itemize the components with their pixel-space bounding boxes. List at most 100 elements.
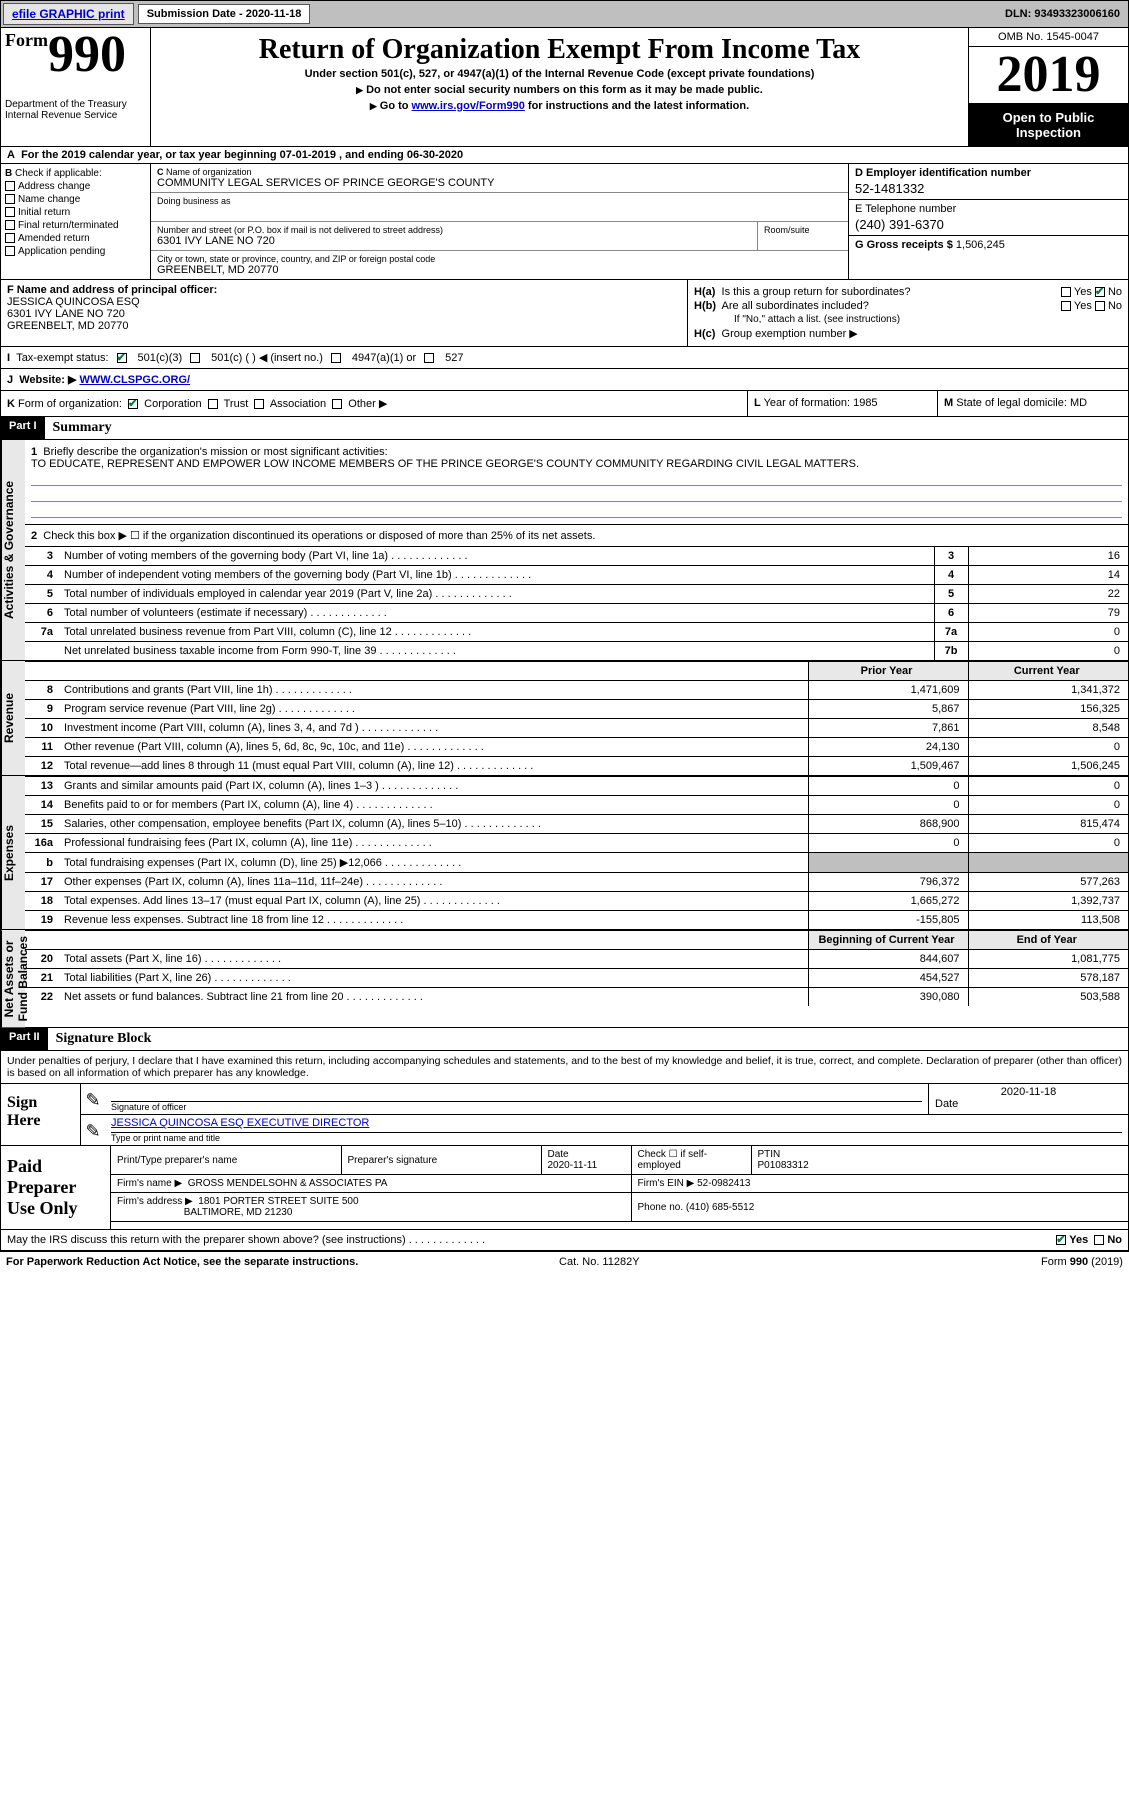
form-number: 990 [48, 26, 126, 83]
fgh-row: F Name and address of principal officer:… [0, 280, 1129, 347]
revenue-table: Prior YearCurrent Year8Contributions and… [25, 661, 1128, 775]
trust-checkbox[interactable] [208, 399, 218, 409]
tax-exempt-status: I Tax-exempt status: 501(c)(3) 501(c) ( … [0, 347, 1129, 369]
table-row: 8Contributions and grants (Part VIII, li… [25, 681, 1128, 700]
header-right: OMB No. 1545-0047 2019 Open to Public In… [968, 28, 1128, 146]
501c-checkbox[interactable] [190, 353, 200, 363]
name-change-checkbox[interactable] [5, 194, 15, 204]
self-employed-check[interactable]: Check ☐ if self-employed [631, 1146, 751, 1175]
vtab-expenses: Expenses [1, 776, 25, 929]
part-2-title: Signature Block [48, 1028, 160, 1050]
firm-ein: 52-0982413 [697, 1178, 750, 1189]
net-assets-section: Net Assets or Fund Balances Beginning of… [0, 930, 1129, 1028]
cat-no: Cat. No. 11282Y [559, 1256, 640, 1268]
4947-checkbox[interactable] [331, 353, 341, 363]
tax-year-range: A For the 2019 calendar year, or tax yea… [0, 147, 1129, 163]
table-row: 17Other expenses (Part IX, column (A), l… [25, 873, 1128, 892]
hb-yes-checkbox[interactable] [1061, 301, 1071, 311]
activities-governance-section: Activities & Governance 1 Briefly descri… [0, 440, 1129, 661]
application-pending-checkbox[interactable] [5, 246, 15, 256]
website-row: J Website: ▶ WWW.CLSPGC.ORG/ [0, 369, 1129, 391]
table-row: 19Revenue less expenses. Subtract line 1… [25, 911, 1128, 930]
org-city: GREENBELT, MD 20770 [157, 264, 842, 276]
gross-receipts: 1,506,245 [956, 239, 1005, 251]
initial-return-checkbox[interactable] [5, 207, 15, 217]
assoc-checkbox[interactable] [254, 399, 264, 409]
527-checkbox[interactable] [424, 353, 434, 363]
submission-date: Submission Date - 2020-11-18 [138, 4, 311, 24]
table-row: 12Total revenue—add lines 8 through 11 (… [25, 757, 1128, 776]
room-suite-label: Room/suite [758, 222, 848, 250]
table-row: Net unrelated business taxable income fr… [25, 642, 1128, 661]
ha-no-checkbox[interactable] [1095, 287, 1105, 297]
top-toolbar: efile GRAPHIC print Submission Date - 20… [0, 0, 1129, 28]
501c3-checkbox[interactable] [117, 353, 127, 363]
ein-value: 52-1481332 [855, 181, 1122, 196]
group-return: H(a) Is this a group return for subordin… [688, 280, 1128, 346]
address-change-checkbox[interactable] [5, 181, 15, 191]
signature-intro: Under penalties of perjury, I declare th… [0, 1051, 1129, 1084]
omb-number: OMB No. 1545-0047 [969, 28, 1128, 47]
footer: For Paperwork Reduction Act Notice, see … [0, 1251, 1129, 1272]
table-row: 15Salaries, other compensation, employee… [25, 815, 1128, 834]
efile-print-link[interactable]: efile GRAPHIC print [3, 3, 134, 25]
discuss-yes-checkbox[interactable] [1056, 1235, 1066, 1245]
hb-no-checkbox[interactable] [1095, 301, 1105, 311]
pen-icon: ✎ [81, 1084, 105, 1114]
table-row: 21Total liabilities (Part X, line 26)454… [25, 969, 1128, 988]
sign-here-block: Sign Here ✎ Signature of officer 2020-11… [0, 1084, 1129, 1146]
discontinued-text: Check this box ▶ ☐ if the organization d… [43, 530, 595, 542]
table-row: 9Program service revenue (Part VIII, lin… [25, 700, 1128, 719]
return-subtitle: Under section 501(c), 527, or 4947(a)(1)… [161, 68, 958, 80]
vtab-revenue: Revenue [1, 661, 25, 775]
firm-name: GROSS MENDELSOHN & ASSOCIATES PA [188, 1178, 388, 1189]
table-row: 5Total number of individuals employed in… [25, 585, 1128, 604]
irs-link[interactable]: www.irs.gov/Form990 [412, 100, 525, 112]
mission-text: TO EDUCATE, REPRESENT AND EMPOWER LOW IN… [31, 458, 859, 470]
info-grid: B Check if applicable: Address change Na… [0, 163, 1129, 280]
table-row: bTotal fundraising expenses (Part IX, co… [25, 853, 1128, 873]
header-left: Form990 Department of the Treasury Inter… [1, 28, 151, 146]
part-1-title: Summary [45, 417, 120, 439]
mission-block: 1 Briefly describe the organization's mi… [25, 440, 1128, 524]
ag-table: 3Number of voting members of the governi… [25, 546, 1128, 660]
phone-value: (240) 391-6370 [855, 217, 1122, 232]
officer-name-link[interactable]: JESSICA QUINCOSA ESQ EXECUTIVE DIRECTOR [111, 1117, 369, 1129]
amended-return-checkbox[interactable] [5, 233, 15, 243]
vtab-activities: Activities & Governance [1, 440, 25, 660]
principal-officer: F Name and address of principal officer:… [1, 280, 688, 346]
table-row: 16aProfessional fundraising fees (Part I… [25, 834, 1128, 853]
ha-yes-checkbox[interactable] [1061, 287, 1071, 297]
table-row: 10Investment income (Part VIII, column (… [25, 719, 1128, 738]
table-row: 3Number of voting members of the governi… [25, 547, 1128, 566]
check-if-applicable: B Check if applicable: Address change Na… [1, 164, 151, 279]
table-row: 6Total number of volunteers (estimate if… [25, 604, 1128, 623]
year-formation: 1985 [853, 397, 877, 409]
revenue-section: Revenue Prior YearCurrent Year8Contribut… [0, 661, 1129, 776]
form-word: Form [5, 30, 48, 50]
preparer-date: 2020-11-11 [548, 1160, 598, 1171]
website-link[interactable]: WWW.CLSPGC.ORG/ [79, 374, 190, 386]
ein-label: D Employer identification number [855, 167, 1031, 179]
paperwork-notice: For Paperwork Reduction Act Notice, see … [6, 1256, 358, 1268]
discuss-no-checkbox[interactable] [1094, 1235, 1104, 1245]
phone-label: E Telephone number [855, 203, 1122, 215]
firm-phone: (410) 685-5512 [686, 1202, 754, 1213]
org-name: COMMUNITY LEGAL SERVICES OF PRINCE GEORG… [157, 177, 842, 189]
corp-checkbox[interactable] [128, 399, 138, 409]
part-1-header: Part I [1, 417, 45, 439]
ptin-value: P01083312 [758, 1160, 809, 1171]
table-row: 13Grants and similar amounts paid (Part … [25, 777, 1128, 796]
table-row: 7aTotal unrelated business revenue from … [25, 623, 1128, 642]
vtab-netassets: Net Assets or Fund Balances [1, 930, 25, 1027]
final-return-checkbox[interactable] [5, 220, 15, 230]
other-checkbox[interactable] [332, 399, 342, 409]
org-info: C Name of organization COMMUNITY LEGAL S… [151, 164, 848, 279]
dln-label: DLN: 93493323006160 [1005, 8, 1126, 20]
table-header-row: Beginning of Current YearEnd of Year [25, 931, 1128, 950]
return-title: Return of Organization Exempt From Incom… [161, 34, 958, 66]
firm-addr1: 1801 PORTER STREET SUITE 500 [198, 1196, 358, 1207]
dept-label: Department of the Treasury Internal Reve… [5, 99, 146, 121]
tax-year: 2019 [969, 47, 1128, 104]
paid-preparer-block: Paid Preparer Use Only Print/Type prepar… [0, 1146, 1129, 1230]
